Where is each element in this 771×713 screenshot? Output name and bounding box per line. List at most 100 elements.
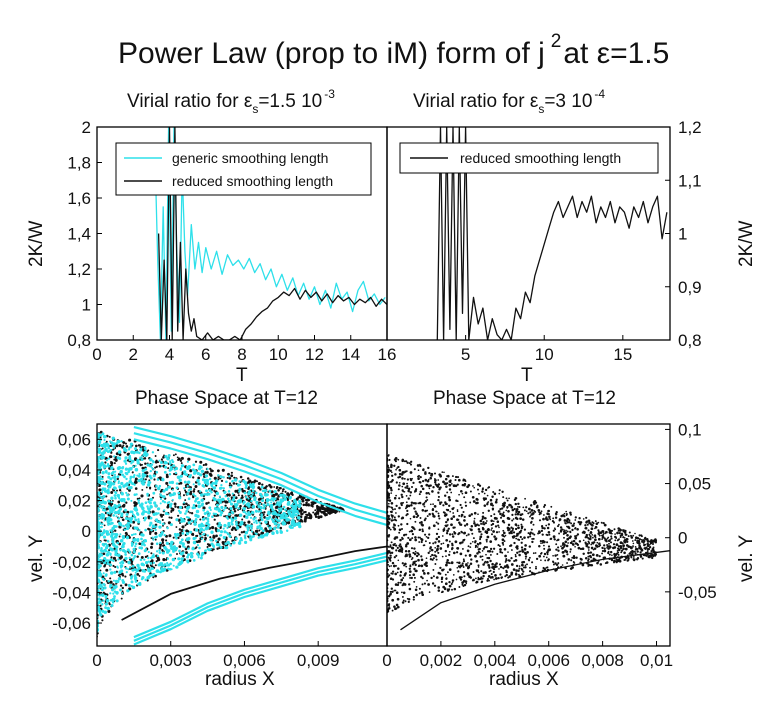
phase-right-dot <box>438 488 441 491</box>
phase-right-dot <box>547 523 551 526</box>
phase-right-ylabel: vel. Y <box>736 534 757 582</box>
phase-left-cyan-dot <box>133 538 137 542</box>
phase-right-dot <box>618 559 622 563</box>
phase-left-black-cloud-dot <box>120 597 123 600</box>
phase-right-dot <box>540 510 543 513</box>
phase-right-dot <box>453 531 456 533</box>
phase-right-dot <box>534 552 537 554</box>
phase-right-dot <box>398 528 402 532</box>
phase-left-cyan-dot <box>236 499 240 504</box>
phase-left-black-cloud-dot <box>217 537 221 541</box>
phase-right-dot <box>612 543 616 546</box>
phase-left-black-cloud-dot <box>305 501 308 505</box>
phase-right-dot <box>533 533 536 536</box>
phase-right-dot <box>630 536 634 539</box>
phase-left-black-cloud-dot <box>122 503 126 507</box>
phase-left-black-cloud-dot <box>213 476 217 480</box>
phase-right-dot <box>436 547 439 551</box>
virial-left-title-prefix: Virial ratio for ε <box>127 91 253 112</box>
phase-right-dot <box>499 548 502 551</box>
phase-left-cyan-dot <box>175 546 178 550</box>
phase-left-black-cloud-dot <box>136 555 139 558</box>
phase-right-dot <box>396 583 400 587</box>
phase-left-cyan-dot <box>278 502 282 506</box>
phase-left-cyan-dot <box>97 460 100 463</box>
phase-left-cyan-dot <box>219 534 223 537</box>
phase-right-dot <box>533 502 536 506</box>
phase-right-dot <box>545 556 548 559</box>
phase-right-dot <box>437 551 440 554</box>
phase-right-dot <box>393 464 396 467</box>
phase-left-cyan-dot <box>177 557 181 561</box>
phase-right-dot <box>531 532 534 535</box>
phase-left-cyan-dot <box>103 610 108 614</box>
phase-right-dot <box>507 559 510 562</box>
phase-left-black-cloud-dot <box>170 510 173 513</box>
phase-right-dot <box>498 526 500 529</box>
phase-left-cyan-dot <box>246 502 250 506</box>
phase-left-cyan-dot <box>180 557 184 561</box>
phase-left-cyan-dot <box>130 580 134 584</box>
phase-left-cyan-dot <box>227 522 230 525</box>
phase-right-dot <box>517 502 520 505</box>
phase-right-dot <box>463 531 467 535</box>
phase-right-dot <box>387 505 390 508</box>
phase-right-dot <box>400 504 403 507</box>
phase-left-cyan-dot <box>191 546 195 549</box>
phase-right-dot <box>612 560 615 562</box>
phase-left-black-cloud-dot <box>144 478 147 481</box>
phase-right-dot <box>423 582 426 585</box>
phase-left-cyan-dot <box>119 533 122 536</box>
phase-right-dot <box>397 488 400 491</box>
phase-right-dot <box>571 543 575 546</box>
phase-left-black-cloud-dot <box>242 530 246 534</box>
phase-left-cyan-dot <box>244 531 249 535</box>
phase-right-dot <box>487 563 491 567</box>
phase-left-black-cloud-dot <box>161 540 164 543</box>
phase-right-dot <box>597 537 601 541</box>
phase-left-black-cloud-dot <box>202 506 206 510</box>
phase-right-dot <box>619 534 622 537</box>
phase-left-black-cloud-dot <box>316 509 320 513</box>
phase-left-cyan-dot <box>271 520 275 523</box>
phase-left-cyan-dot <box>109 477 113 481</box>
phase-right-dot <box>446 519 449 522</box>
phase-right-dot <box>411 537 414 540</box>
phase-right-dot <box>561 528 564 531</box>
phase-left-cyan-dot <box>206 510 209 514</box>
phase-left-cyan-dot <box>130 450 134 454</box>
phase-right-dot <box>514 553 517 556</box>
phase-left-cyan-dot <box>120 440 123 443</box>
phase-left-cyan-dot <box>116 541 120 545</box>
phase-left-cyan-cloud <box>97 432 302 633</box>
phase-left-black-cloud-dot <box>162 558 166 562</box>
phase-right-dot <box>479 519 483 523</box>
phase-left-black-cloud-dot <box>184 499 187 502</box>
phase-right-dot <box>484 522 487 525</box>
phase-left-black-cloud-dot <box>189 469 193 473</box>
phase-right-dot <box>515 511 518 514</box>
phase-left-black-cloud-dot <box>184 489 187 492</box>
phase-left-cyan-dot <box>140 457 144 462</box>
phase-left-cyan-dot <box>105 553 110 557</box>
phase-left-cyan-dot <box>223 490 227 494</box>
phase-left-cyan-dot <box>183 546 187 549</box>
phase-right-dot <box>446 491 449 494</box>
phase-left-cyan-dot <box>152 512 156 517</box>
phase-right-dot <box>572 554 576 558</box>
phase-left-black-cloud-dot <box>156 556 160 560</box>
phase-left-cyan-dot <box>175 518 179 522</box>
phase-right-dot <box>399 469 401 472</box>
phase-left-cyan-dot <box>186 492 190 496</box>
phase-left-cyan-dot <box>244 486 248 490</box>
phase-left-cyan-dot <box>104 470 108 473</box>
phase-left-black-cloud-dot <box>194 485 197 488</box>
phase-right-dot <box>597 521 600 524</box>
phase-left-black-cloud-dot <box>154 460 158 464</box>
phase-right-dot <box>395 607 398 610</box>
virial_right-ytick-label: 0,8 <box>678 331 702 350</box>
phase-right-dot <box>509 544 513 547</box>
phase-left-cyan-dot <box>128 556 131 560</box>
phase-right-dot <box>529 533 532 536</box>
phase-left-black-cloud-dot <box>178 521 182 525</box>
